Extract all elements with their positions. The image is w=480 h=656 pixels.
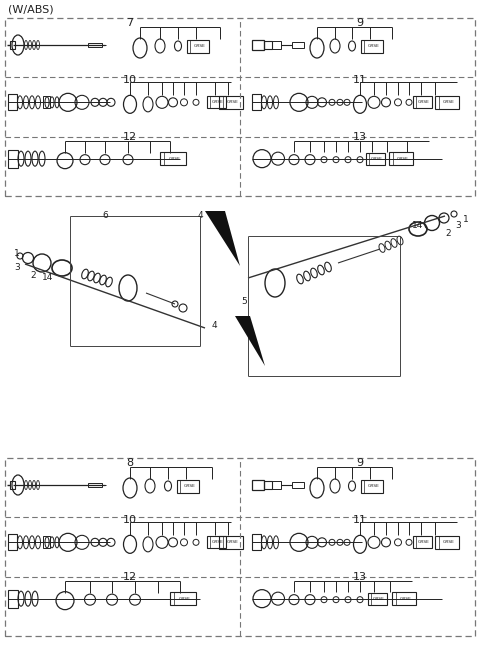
- Text: 5: 5: [241, 297, 247, 306]
- Text: GRSE: GRSE: [179, 597, 191, 601]
- Text: GRSE: GRSE: [368, 44, 380, 48]
- Text: GRSE: GRSE: [227, 541, 239, 544]
- Text: GRSE: GRSE: [443, 100, 455, 104]
- Text: GRSE: GRSE: [371, 157, 383, 161]
- Text: GRSE: GRSE: [397, 157, 409, 161]
- Polygon shape: [205, 211, 240, 266]
- Text: GRSE: GRSE: [373, 597, 385, 601]
- Text: 13: 13: [353, 132, 367, 142]
- Text: GRSE: GRSE: [418, 541, 430, 544]
- Text: GRSE: GRSE: [212, 541, 224, 544]
- Text: 6: 6: [102, 211, 108, 220]
- Text: 2: 2: [445, 230, 451, 239]
- Text: GRSE: GRSE: [184, 484, 196, 488]
- Text: 12: 12: [123, 571, 137, 582]
- Text: 10: 10: [123, 75, 137, 85]
- Text: GRSE: GRSE: [212, 100, 224, 104]
- Text: 9: 9: [357, 458, 363, 468]
- Text: 12: 12: [123, 132, 137, 142]
- Text: 7: 7: [126, 18, 133, 28]
- Text: 4: 4: [211, 321, 217, 331]
- Text: GRSE: GRSE: [368, 484, 380, 488]
- Text: 8: 8: [126, 458, 133, 468]
- Text: 1: 1: [14, 249, 20, 258]
- Text: GRSE: GRSE: [400, 597, 412, 601]
- Text: 2: 2: [30, 272, 36, 281]
- Text: 9: 9: [357, 18, 363, 28]
- Text: 11: 11: [353, 75, 367, 85]
- Text: 10: 10: [123, 516, 137, 525]
- Text: GRSE: GRSE: [227, 100, 239, 104]
- Text: 4: 4: [197, 211, 203, 220]
- Text: 1: 1: [463, 215, 469, 224]
- Text: 3: 3: [455, 222, 461, 230]
- Text: 14: 14: [412, 222, 423, 230]
- Text: 11: 11: [353, 516, 367, 525]
- Text: GRSE: GRSE: [443, 541, 455, 544]
- Text: GRSE: GRSE: [418, 100, 430, 104]
- Text: 14: 14: [42, 274, 54, 283]
- Text: GRSE: GRSE: [194, 44, 206, 48]
- Text: (W/ABS): (W/ABS): [8, 5, 54, 15]
- Polygon shape: [235, 316, 265, 366]
- Text: GRSE: GRSE: [169, 157, 181, 161]
- Text: 13: 13: [353, 571, 367, 582]
- Text: 3: 3: [14, 264, 20, 272]
